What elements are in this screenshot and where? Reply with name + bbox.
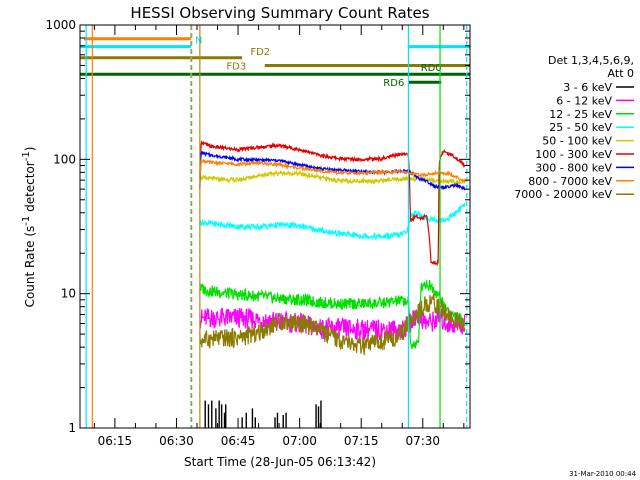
x-tick-label: 07:30 [405, 434, 440, 448]
series-100-300kev [199, 140, 466, 267]
y-axis-label-main: Count Rate (s [23, 226, 37, 308]
legend-label: 3 - 6 keV [563, 81, 612, 94]
y-axis-label-mid: detector [23, 161, 37, 216]
series-layer [199, 140, 466, 428]
y-axis-label-end: ) [23, 147, 37, 152]
legend-header-line1: Det 1,3,4,5,6,9, [548, 54, 634, 67]
series-12-25kev [199, 279, 466, 350]
x-tick-label: 07:15 [344, 434, 379, 448]
y-axis-label: Count Rate (s-1 detector-1) [21, 147, 38, 308]
chart-title: HESSI Observing Summary Count Rates [130, 4, 429, 22]
flag-bars: N FD2 FD3 RD0 RD6 [80, 36, 470, 89]
legend-label: 25 - 50 keV [549, 121, 612, 134]
x-tick-label: 06:45 [221, 434, 256, 448]
series-6-12kev [199, 307, 466, 341]
y-tick-label: 1 [68, 421, 76, 435]
flag-label-fd2: FD2 [250, 47, 270, 58]
y-tick-label: 100 [53, 152, 76, 166]
y-tick-label: 10 [61, 287, 76, 301]
series-25-50kev [199, 202, 466, 242]
x-tick-label: 07:00 [282, 434, 317, 448]
legend-label: 50 - 100 keV [542, 135, 612, 148]
x-tick-label: 06:15 [98, 434, 133, 448]
y-axis-label-sup2: -1 [21, 151, 32, 161]
legend-label: 100 - 300 keV [535, 148, 612, 161]
flag-label-fd3: FD3 [226, 61, 246, 72]
x-tick-label: 06:30 [159, 434, 194, 448]
legend-label: 300 - 800 keV [535, 161, 612, 174]
legend-label: 12 - 25 keV [549, 108, 612, 121]
series-7000-20000kev [199, 293, 466, 356]
series-800-7000kev [199, 158, 466, 190]
y-tick-label: 1000 [45, 18, 76, 32]
flag-label-n: N [195, 36, 202, 47]
legend-label: 6 - 12 keV [556, 94, 612, 107]
footer-timestamp: 31-Mar-2010 00:44 [569, 470, 636, 478]
x-axis-label: Start Time (28-Jun-05 06:13:42) [184, 455, 376, 469]
flag-label-rd6: RD6 [383, 78, 404, 89]
legend-label: 7000 - 20000 keV [514, 188, 612, 201]
axes: 1 10 100 1000 06:15 06:30 06:45 07:00 07:15 07:30 [45, 18, 471, 448]
legend-header-line2: Att 0 [608, 67, 634, 80]
series-300-800kev [199, 150, 466, 191]
flag-label-rd0: RD0 [421, 63, 442, 74]
event-markers [85, 25, 468, 428]
y-axis-label-sup1: -1 [21, 216, 32, 226]
plot-frame [79, 24, 471, 429]
legend-label: 800 - 7000 keV [528, 175, 612, 188]
